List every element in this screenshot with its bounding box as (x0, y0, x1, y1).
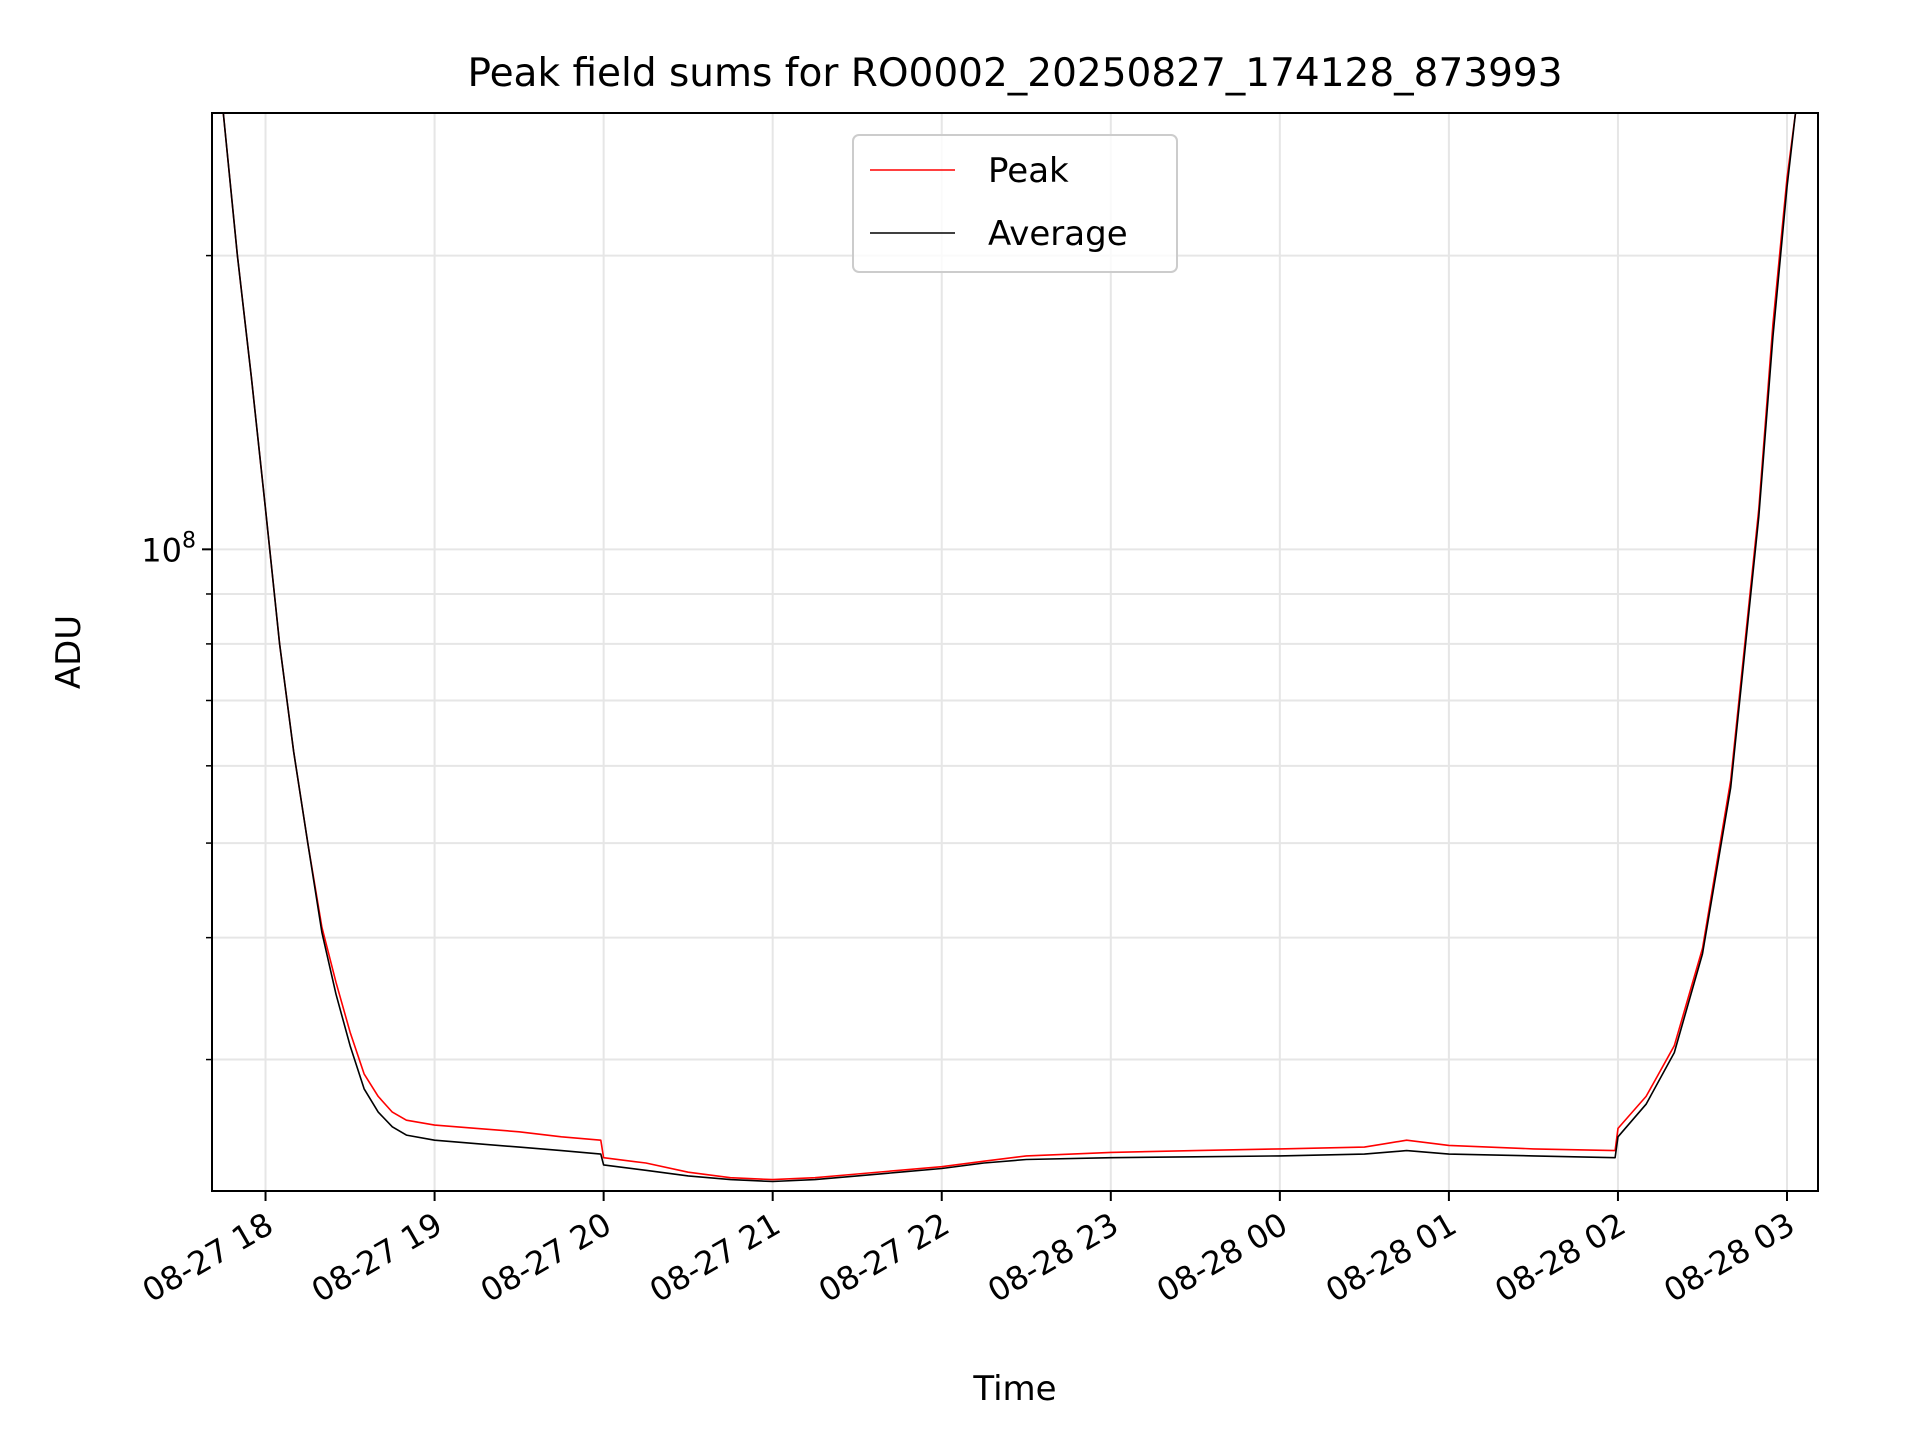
legend: Peak Average (852, 134, 1178, 273)
grid (212, 113, 1818, 1191)
series-line-peak (212, 112, 1818, 1181)
plot-frame (211, 112, 1819, 1192)
y-tick-label: 108 (141, 528, 196, 569)
x-axis-label: Time (972, 1369, 1056, 1409)
legend-average-label: Average (988, 214, 1128, 254)
series-lines (212, 112, 1818, 1183)
series-line-average (212, 112, 1818, 1183)
chart-title: Peak field sums for RO0002_20250827_1741… (467, 51, 1562, 96)
y-axis-label: ADU (49, 615, 89, 689)
legend-peak-label: Peak (988, 151, 1069, 191)
